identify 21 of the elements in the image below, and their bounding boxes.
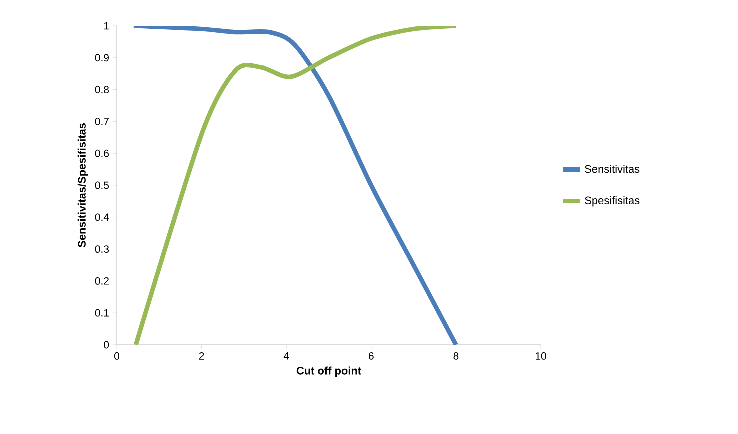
y-tick-label: 0.2 [95, 278, 109, 285]
y-tick-label: 0.5 [95, 182, 110, 190]
legend-label: Spesifisitas [585, 196, 640, 207]
y-tick-label: 0.3 [95, 246, 110, 254]
x-axis-title: Cut off point [296, 366, 362, 377]
y-tick-label: 0.7 [95, 118, 109, 126]
x-tick-label: 8 [454, 352, 459, 360]
x-tick-label: 6 [369, 352, 374, 360]
y-tick-label: 1 [104, 22, 109, 30]
x-tick-label: 2 [199, 352, 204, 360]
x-tick-label: 0 [114, 352, 120, 360]
y-tick-label: 0.4 [95, 214, 110, 222]
legend-label: Sensitivitas [585, 165, 640, 174]
y-tick-label: 0.6 [95, 150, 110, 158]
x-tick-label: 10 [536, 352, 546, 360]
x-tick-label: 4 [284, 352, 290, 360]
y-tick-label: 0.8 [95, 86, 110, 94]
y-tick-label: 0.1 [95, 309, 109, 317]
y-axis-title: Sensitivitas/Spesifisitas [78, 124, 88, 248]
y-tick-label: 0.9 [95, 54, 109, 62]
y-tick-label: 0 [104, 341, 110, 349]
